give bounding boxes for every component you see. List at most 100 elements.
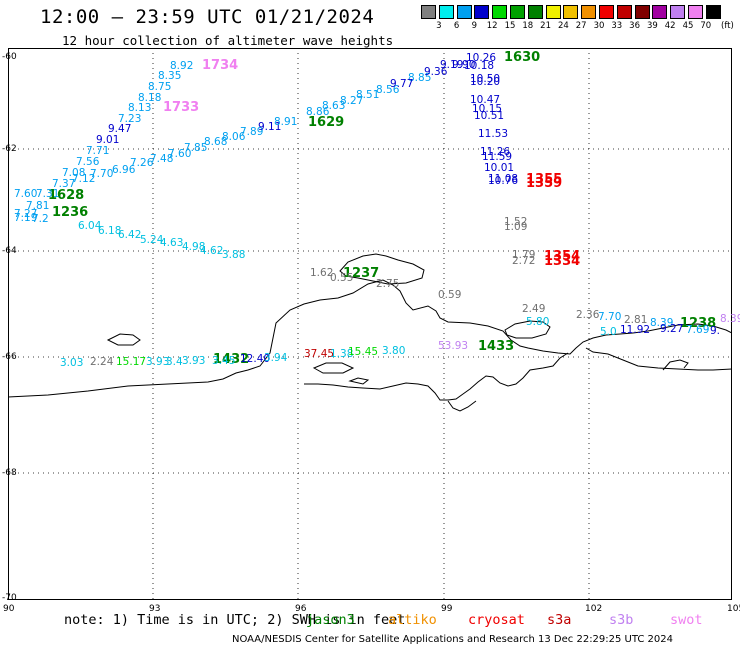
wave-height-value: 10.15 (472, 103, 503, 115)
wave-height-value: 2.81 (624, 314, 648, 326)
scale-swatch (599, 5, 614, 19)
wave-height-value: 8.18 (138, 92, 162, 104)
scale-swatch (510, 5, 525, 19)
x-tick-label: 105 (727, 604, 740, 614)
wave-height-value: 7.23 (118, 113, 142, 125)
wave-height-value: 10.50 (470, 73, 501, 85)
wave-height-value: 8.06 (222, 131, 246, 143)
wave-height-value: 8.56 (376, 84, 400, 96)
scale-swatch (492, 5, 508, 19)
wave-height-value: 8.39 (720, 313, 740, 325)
wave-height-value: 9.36 (424, 66, 448, 78)
scale-tick-label: 70 (700, 21, 712, 31)
wave-height-value: 2.24 (90, 356, 114, 368)
wave-height-value: 11.26 (480, 146, 511, 158)
wave-height-value: 5.80 (526, 316, 550, 328)
wave-height-value: 3.94 (264, 352, 288, 364)
wave-height-value: 9.90 (452, 59, 476, 71)
wave-height-value: 8.51 (356, 89, 380, 101)
wave-height-value: 11.08 (488, 173, 519, 185)
wave-height-value: 10.20 (470, 76, 501, 88)
scale-tick-label: 3 (436, 21, 442, 31)
wave-height-value: 7.70 (598, 311, 622, 323)
map-subtitle: 12 hour collection of altimeter wave hei… (62, 33, 394, 48)
wave-height-value: 8.92 (170, 60, 194, 72)
scale-swatch (421, 5, 436, 19)
wave-height-value: 9. (710, 325, 721, 337)
wave-height-value: 7.70 (90, 168, 114, 180)
scale-swatch (563, 5, 579, 19)
scale-swatch (705, 5, 721, 19)
scale-tick-label: 18 (522, 21, 534, 31)
wave-height-value: 7.60 (168, 148, 192, 160)
wave-height-value: 8.63 (322, 100, 346, 112)
wave-height-value: 7.81 (26, 200, 50, 212)
wave-height-value: 9.47 (108, 123, 132, 135)
pass-time-label: 1238 (680, 316, 717, 331)
wave-height-value: 7.48 (150, 153, 174, 165)
legend-item-s3a: s3a (547, 612, 572, 628)
wave-height-value: 5.0 (600, 326, 617, 338)
x-tick-label: 90 (3, 604, 15, 614)
wave-height-value: 4.63 (160, 237, 184, 249)
legend-item-swot: swot (670, 612, 703, 628)
pass-time-label: 1355 (526, 172, 563, 187)
wave-height-value: 7.89 (240, 126, 264, 138)
wave-height-value: 8.39 (650, 317, 674, 329)
pass-time-label: 1733 (163, 100, 200, 115)
scale-swatch (634, 5, 650, 19)
pass-time-label: 1734 (202, 58, 239, 73)
scale-unit-label: (ft) (721, 21, 734, 31)
scale-tick-label: 6 (453, 21, 460, 31)
scale-tick-label: 33 (611, 21, 623, 31)
wave-height-value: 8.86 (306, 106, 330, 118)
graticule (8, 48, 732, 600)
scale-tick-label: 27 (575, 21, 587, 31)
scale-swatch (670, 5, 686, 19)
legend-item-altiko: altiko (388, 612, 437, 628)
wave-height-value: 6.42 (118, 229, 142, 241)
pass-time-label: 1628 (48, 188, 85, 203)
wave-height-value: 3.03 (60, 357, 84, 369)
y-tick-label: -68 (2, 468, 17, 478)
wave-height-value: 7.60 (14, 188, 38, 200)
scale-tick-label: 42 (664, 21, 676, 31)
wave-height-value: 11.59 (482, 151, 513, 163)
wave-height-value: 11.92 (620, 324, 651, 336)
wave-height-value: 3.45 (212, 355, 236, 367)
wave-height-value: 7.19 (14, 212, 38, 224)
wave-height-value: 0.59 (438, 289, 462, 301)
y-tick-label: -64 (2, 246, 17, 256)
scale-tick-label: 24 (557, 21, 569, 31)
wave-height-value: 8.27 (340, 95, 364, 107)
x-tick-label: 96 (295, 604, 307, 614)
pass-time-label: 1354 (544, 249, 581, 264)
pass-time-label: 1630 (504, 50, 541, 65)
x-tick-label: 102 (585, 604, 603, 614)
wave-height-value: 4.98 (182, 241, 206, 253)
wave-height-value: 7.26 (130, 157, 154, 169)
legend-item-cryosat: cryosat (468, 612, 525, 628)
legend-item-s3b: s3b (609, 612, 634, 628)
wave-height-value: 1.09 (504, 221, 528, 233)
wave-height-value: 7.12 (72, 173, 96, 185)
scale-swatch (527, 5, 543, 19)
pass-time-label: 1433 (478, 339, 515, 354)
y-tick-label: -66 (2, 352, 17, 362)
wave-height-value: 6.18 (98, 225, 122, 237)
wave-height-value: 7.2 (32, 213, 49, 225)
wave-height-value: 1.38 (330, 348, 354, 360)
wave-height-value: 2.36 (576, 309, 600, 321)
wave-height-value: 8.35 (158, 70, 182, 82)
map-border (8, 48, 732, 600)
wave-height-value: 53.93 (438, 340, 469, 352)
scale-swatch (456, 5, 472, 19)
footer-credit: NOAA/NESDIS Center for Satellite Applica… (232, 634, 674, 645)
wave-height-value: 10.01 (484, 162, 515, 174)
wave-height-value: 37.45 (304, 348, 335, 360)
wave-height-value: 7.08 (62, 167, 86, 179)
wave-height-value: 4.62 (200, 245, 224, 257)
x-tick-label: 93 (149, 604, 161, 614)
scale-tick-label: 30 (593, 21, 605, 31)
scale-tick-label: 12 (486, 21, 498, 31)
